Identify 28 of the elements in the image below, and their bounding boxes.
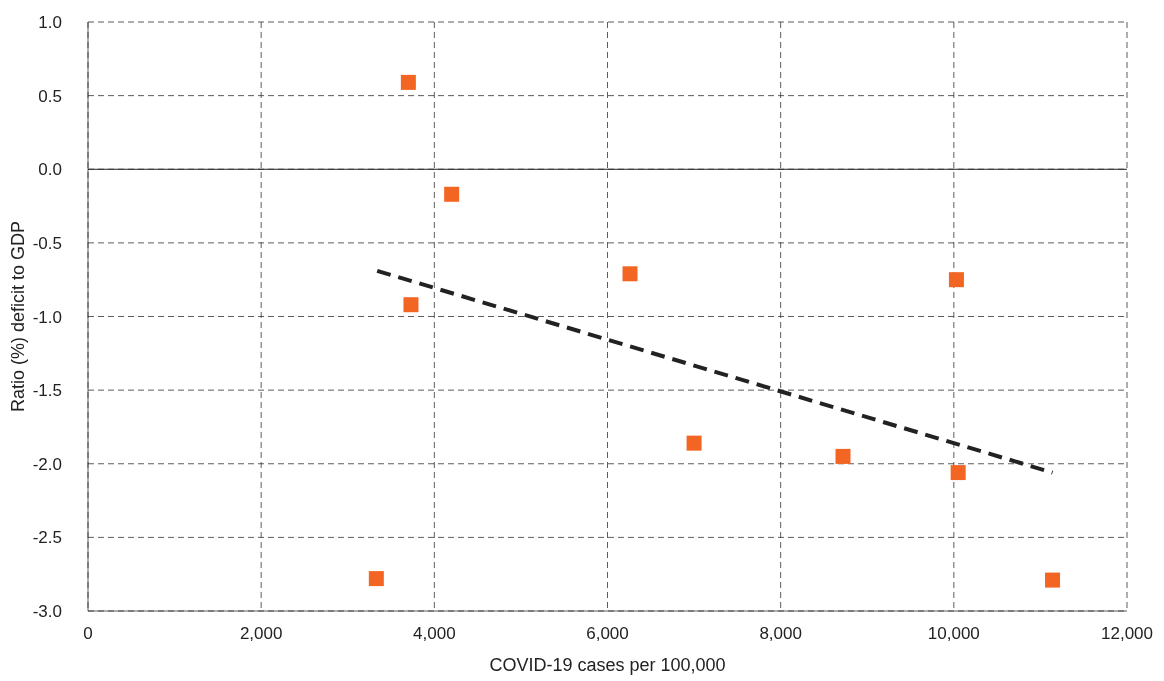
point <box>1045 572 1061 588</box>
y-axis-title: Ratio (%) deficit to GDP <box>8 220 28 413</box>
y-tick-label: -1.5 <box>32 381 62 401</box>
point <box>835 448 851 464</box>
point <box>400 74 416 90</box>
x-tick-label: 12,000 <box>1101 624 1153 643</box>
y-tick-label: -0.5 <box>32 233 62 253</box>
x-tick-label: 6,000 <box>586 624 629 643</box>
y-tick-label: -3.0 <box>32 602 62 621</box>
y-tick-label: 1.0 <box>38 13 62 32</box>
y-tick-label: -2.5 <box>32 528 62 548</box>
point <box>622 266 638 282</box>
point <box>444 186 460 202</box>
point <box>950 465 966 481</box>
x-tick-label: 0 <box>83 624 93 643</box>
y-tick-label: -1.0 <box>32 307 62 327</box>
point <box>368 571 384 587</box>
y-tick-label: -2.0 <box>32 454 62 474</box>
x-tick-label: 8,000 <box>759 624 802 643</box>
point <box>686 435 702 451</box>
x-tick-label: 10,000 <box>927 624 980 643</box>
y-tick-label: 0.5 <box>38 86 62 106</box>
x-axis-title: COVID-19 cases per 100,000 <box>489 655 726 675</box>
x-tick-label: 4,000 <box>413 624 456 643</box>
point <box>403 297 419 313</box>
x-tick-label: 2,000 <box>239 624 283 643</box>
y-tick-label: 0.0 <box>38 160 62 180</box>
point <box>948 272 964 288</box>
